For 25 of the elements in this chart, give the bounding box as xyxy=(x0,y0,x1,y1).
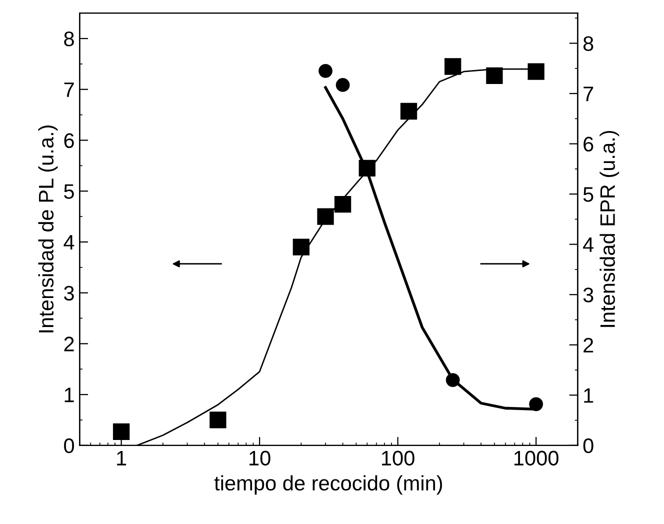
y2-tick-label: 8 xyxy=(583,36,594,52)
y-axis-title: Intensidad de PL (u.a.) xyxy=(38,126,58,332)
y-tick-label: 2 xyxy=(64,336,74,352)
y-tick-label: 1 xyxy=(64,388,74,402)
y2-tick-label: 7 xyxy=(584,86,594,102)
y2-tick-label: 5 xyxy=(583,187,594,202)
y-tick-label: 5 xyxy=(64,184,74,199)
y2-axis-title: Intensidad EPR (u.a.) xyxy=(600,130,620,327)
y-tick-label: 7 xyxy=(64,82,74,97)
x-tick-label: 10 xyxy=(250,450,270,466)
y2-tick-label: 0 xyxy=(583,438,594,454)
y-tick-label: 3 xyxy=(64,286,74,301)
y2-tick-label: 1 xyxy=(584,388,594,403)
y-tick-label: 8 xyxy=(64,32,74,46)
y-tick-label: 4 xyxy=(64,235,74,250)
x-tick-label: 1 xyxy=(117,451,126,466)
y2-tick-label: 3 xyxy=(583,288,594,302)
y2-tick-label: 4 xyxy=(583,238,594,252)
x-tick-label: 100 xyxy=(382,450,414,466)
x-tick-label: 1000 xyxy=(514,450,558,466)
x-axis-title: tiempo de recocido (min) xyxy=(214,475,442,495)
y2-tick-label: 6 xyxy=(584,136,594,152)
y-tick-label: 0 xyxy=(64,438,74,454)
y-tick-label: 6 xyxy=(64,133,74,148)
y2-tick-label: 2 xyxy=(584,338,594,352)
